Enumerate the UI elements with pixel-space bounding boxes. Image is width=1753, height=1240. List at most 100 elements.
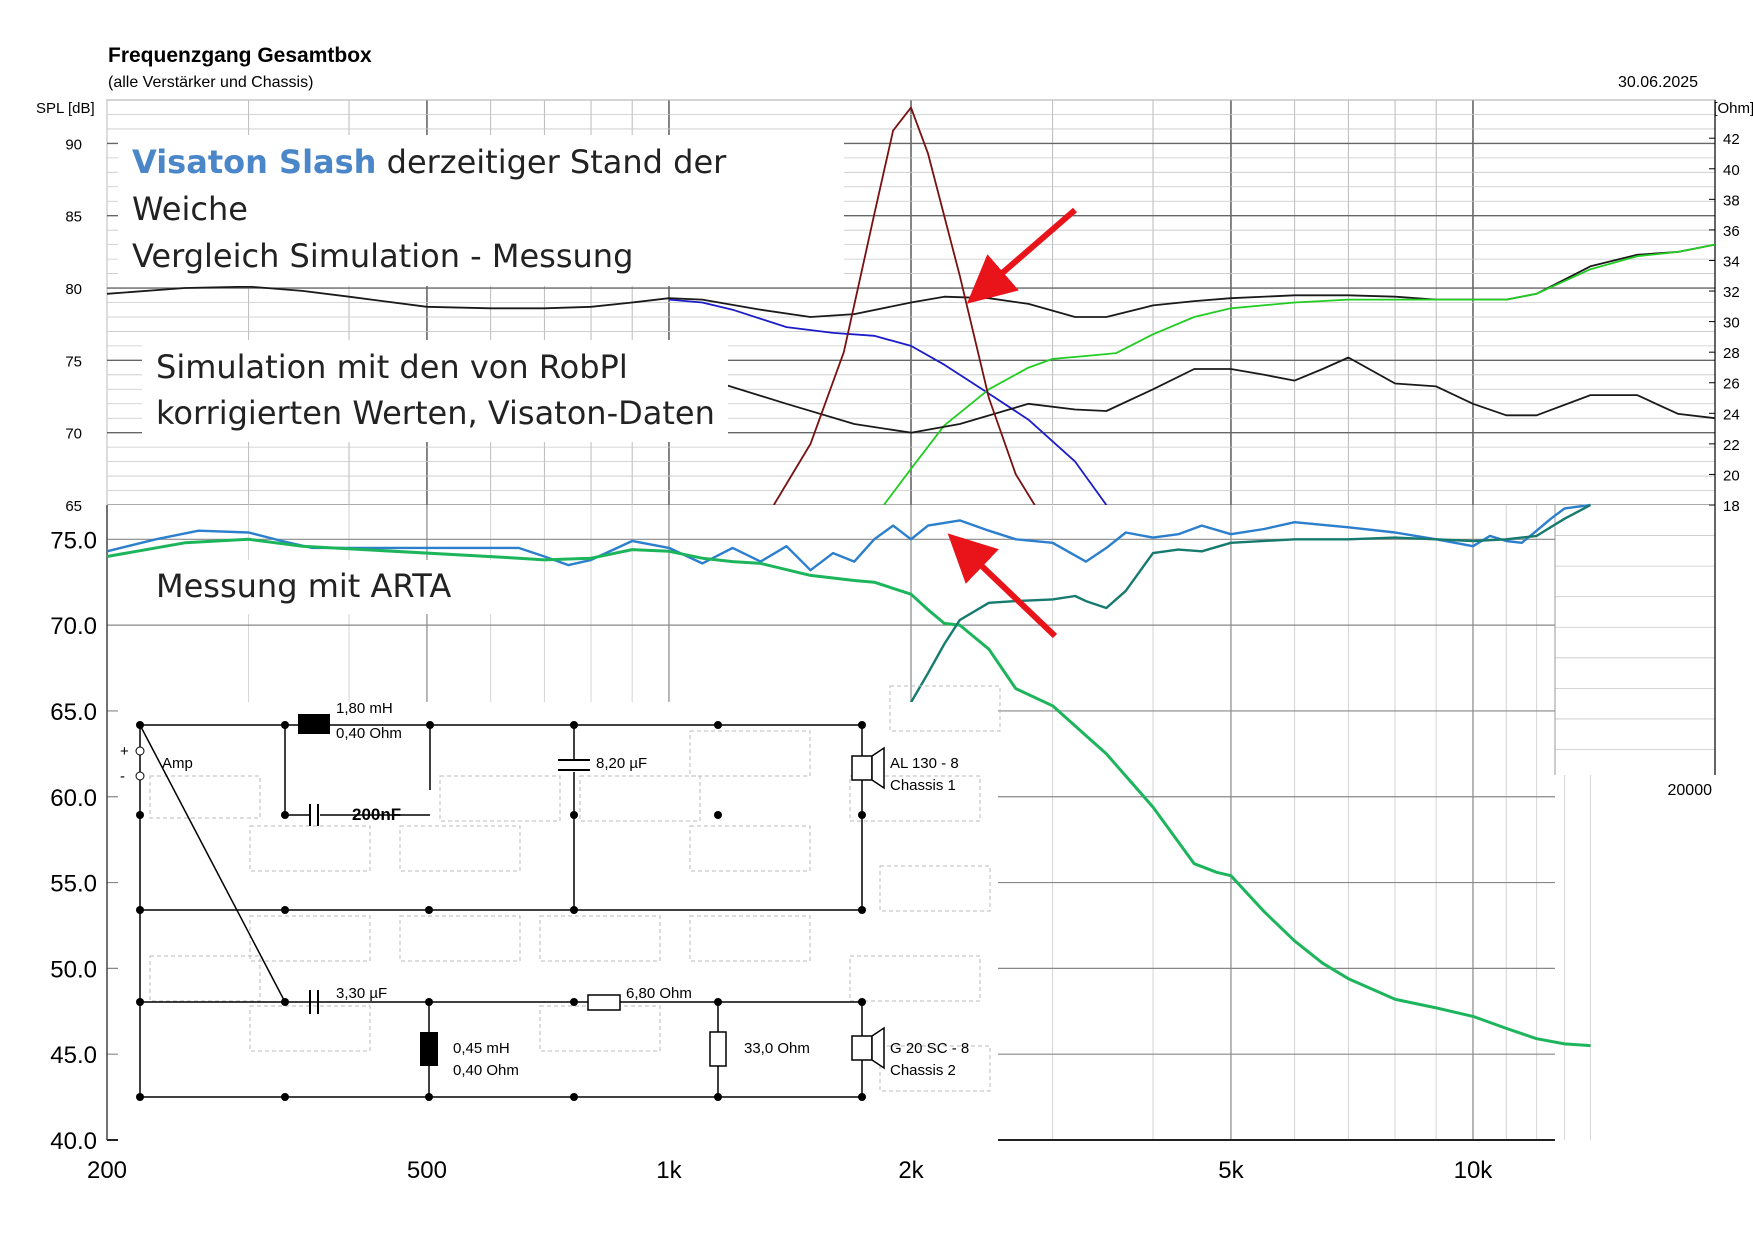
simulation-series-1 [668,298,1108,505]
schematic-ghost-box [539,915,661,962]
crossover-schematic: 1,80 mH 0,40 Ohm 200nF 8,20 µF Amp + - AL 130 -… [118,685,1001,1142]
parallel-capacitor-value: 200nF [352,805,401,824]
measurement-series-0 [106,503,1591,572]
measurement-y-tick-label: 40.0 [50,1128,97,1155]
schematic-node [136,1093,144,1101]
schematic-ghost-box [689,915,811,962]
measurement-y-tick-label: 60.0 [50,785,97,812]
annotation-box-measurement: Messung mit ARTA [142,560,516,614]
impedance-tick-label: 42 [1723,131,1740,148]
chassis1-cone [871,746,885,790]
simulation-series-3 [702,356,1715,434]
chassis2-speaker [851,1035,873,1061]
y-tick-label: 80 [65,281,82,298]
annotation-brand: Visaton Slash [132,143,377,181]
chassis2-name: Chassis 2 [890,1062,956,1079]
measurement-series-2 [909,503,1592,704]
measurement-series-1 [106,537,1591,1048]
measurement-x-tick-label: 10k [1454,1157,1494,1184]
annotation-simulation-line2: korrigierten Werten, Visaton-Daten [156,394,715,432]
amp-minus-label: - [120,768,125,785]
schematic-node [570,811,578,819]
schematic-node [570,906,578,914]
chassis1-name: Chassis 1 [890,777,956,794]
schematic-ghost-box [149,775,261,819]
schematic-node [570,998,578,1006]
schematic-node [858,721,866,729]
amp-terminal-minus [135,771,145,781]
l2-resistance: 0,40 Ohm [453,1062,519,1079]
measurement-x-tick-label: 5k [1218,1157,1244,1184]
amp-terminal-plus [135,746,145,756]
arrow-simulation [966,207,1077,304]
resistor-r2 [709,1031,727,1067]
impedance-tick-label: 36 [1723,223,1740,240]
schematic-node [570,1093,578,1101]
measurement-x-tick-label: 2k [898,1157,924,1184]
resistor-r1 [587,994,621,1011]
schematic-node [858,906,866,914]
amp-plus-label: + [120,743,129,760]
chassis1-speaker [851,755,873,781]
y-tick-label: 70 [65,426,82,443]
annotation-simulation-line1: Simulation mit den von RobPl [156,348,628,386]
schematic-ghost-box [879,865,991,912]
schematic-ghost-box [849,955,981,1002]
measurement-x-tick-label: 200 [87,1157,127,1184]
annotation-measurement: Messung mit ARTA [156,567,452,605]
annotation-arrows [947,207,1077,639]
schematic-node [858,998,866,1006]
annotation-box-title: Visaton Slash derzeitiger Stand der Weic… [118,135,844,286]
schematic-ghost-box [439,775,561,822]
axis-ticks: 90 85 80 75 70 65 42 40 38 36 34 32 30 28 26 24 22 20 18 75… [50,131,1739,1184]
chassis2-cone [871,1026,885,1070]
schematic-ghost-box [689,730,811,777]
y-tick-label: 90 [65,136,82,153]
measurement-y-tick-label: 75.0 [50,527,97,554]
impedance-tick-label: 32 [1723,284,1740,301]
schematic-node [570,721,578,729]
schematic-ghost-box [889,685,1001,732]
schematic-node [136,998,144,1006]
schematic-node [425,998,433,1006]
schematic-node [426,721,434,729]
measurement-y-tick-label: 70.0 [50,613,97,640]
simulation-series-4 [773,106,1036,505]
chassis1-model: AL 130 - 8 [890,755,959,772]
schematic-node [714,811,722,819]
schematic-node [281,998,289,1006]
chart-title: Frequenzgang Gesamtbox [108,44,372,67]
impedance-tick-label: 30 [1723,315,1740,332]
y-axis-label-spl: SPL [dB] [36,100,95,117]
schematic-node [858,1093,866,1101]
schematic-ghost-box [879,1045,991,1092]
schematic-node [281,811,289,819]
y-tick-label: 75 [65,353,82,370]
schematic-ghost-box [399,825,521,872]
schematic-node [136,906,144,914]
schematic-wire [139,724,286,1003]
schematic-node [136,721,144,729]
schematic-ghost-box [149,955,261,1002]
r1-value: 6,80 Ohm [626,985,692,1002]
r2-value: 33,0 Ohm [744,1040,810,1057]
schematic-ghost-box [249,915,371,962]
inductor-l2 [420,1032,438,1066]
arrow-measurement [947,533,1058,639]
chassis2-model: G 20 SC - 8 [890,1040,969,1057]
chart-date: 30.06.2025 [1618,74,1699,91]
measurement-y-tick-label: 45.0 [50,1042,97,1069]
inductor-l1 [298,714,330,734]
schematic-node [714,998,722,1006]
measurement-y-tick-label: 65.0 [50,699,97,726]
schematic-node [858,811,866,819]
schematic-ghost-box [579,775,701,822]
schematic-ghost-box [849,775,981,822]
impedance-tick-label: 38 [1723,192,1740,209]
impedance-tick-label: 24 [1723,406,1740,423]
schematic-ghost-box [399,915,521,962]
chart-subtitle: (alle Verstärker und Chassis) [108,74,314,91]
schematic-node [281,906,289,914]
schematic-node [281,721,289,729]
